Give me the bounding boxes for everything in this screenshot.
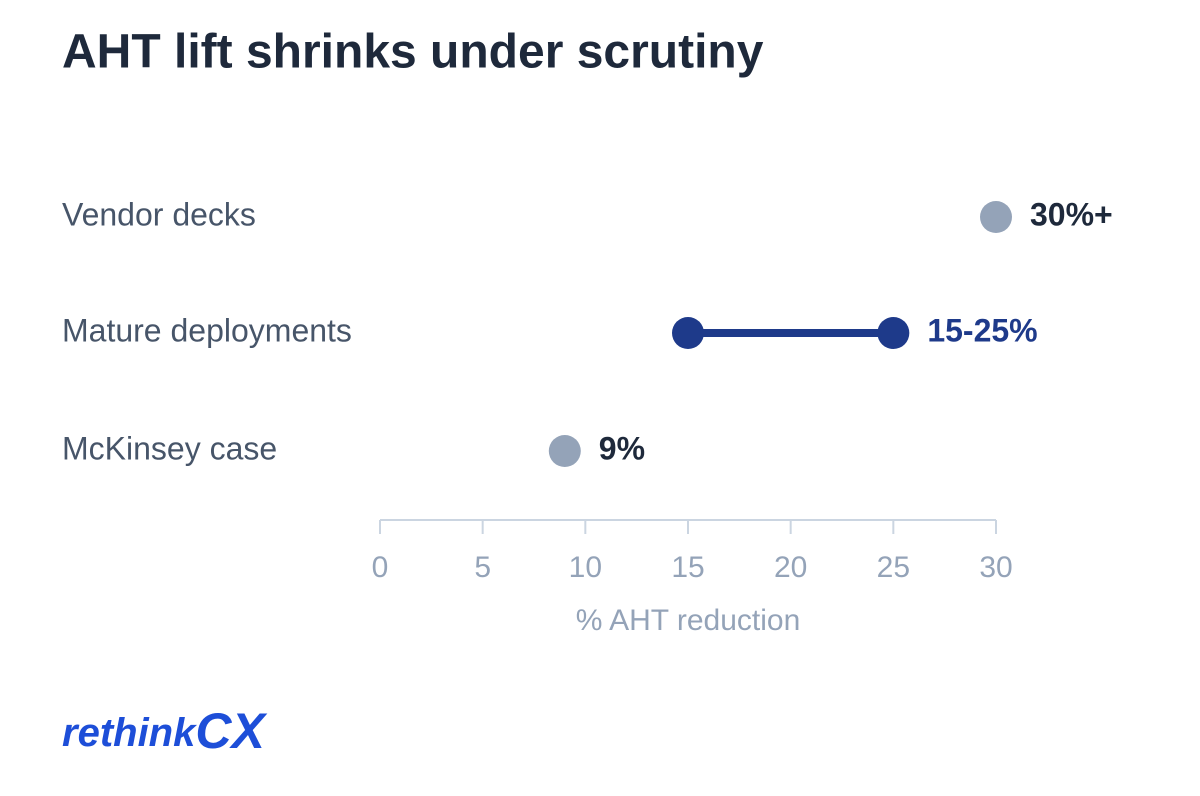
x-tick-label: 30 xyxy=(979,551,1012,584)
dot xyxy=(980,201,1012,233)
x-axis-label: % AHT reduction xyxy=(576,604,801,637)
category-label: Mature deployments xyxy=(62,312,352,348)
category-label: McKinsey case xyxy=(62,430,277,466)
x-tick-label: 10 xyxy=(569,551,602,584)
x-tick-label: 20 xyxy=(774,551,807,584)
value-label: 15-25% xyxy=(927,312,1037,348)
value-label: 9% xyxy=(599,430,645,466)
x-tick-label: 5 xyxy=(474,551,491,584)
chart-title: AHT lift shrinks under scrutiny xyxy=(62,26,764,79)
dot xyxy=(672,317,704,349)
category-label: Vendor decks xyxy=(62,196,256,232)
brand-accent: CX xyxy=(195,703,267,759)
dot xyxy=(548,435,581,467)
brand-logo: rethinkCX xyxy=(62,703,267,759)
value-label: 30%+ xyxy=(1030,196,1113,232)
x-tick-label: 0 xyxy=(372,551,389,584)
brand: rethink xyxy=(62,711,197,755)
dot xyxy=(877,317,910,349)
x-tick-label: 25 xyxy=(877,551,910,584)
x-tick-label: 15 xyxy=(671,551,704,584)
